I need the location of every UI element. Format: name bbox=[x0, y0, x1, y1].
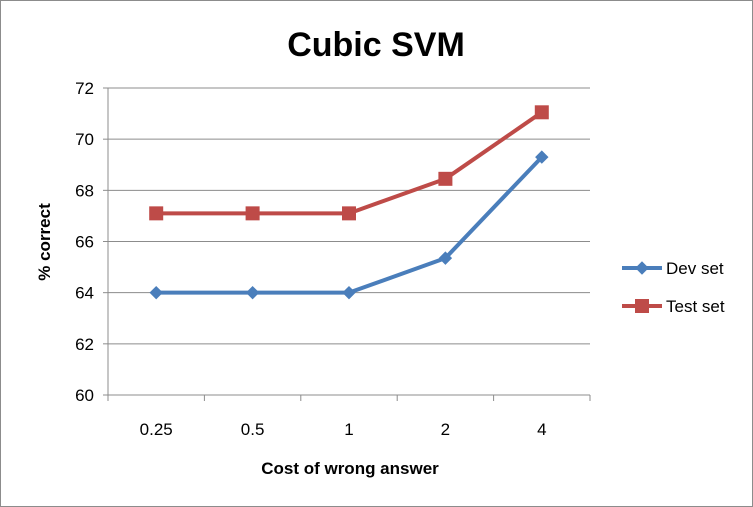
legend-entry: Dev set bbox=[622, 259, 724, 278]
data-point bbox=[149, 285, 163, 300]
data-point bbox=[245, 285, 260, 300]
data-point bbox=[534, 105, 549, 120]
legend: Dev set Test set bbox=[622, 259, 725, 316]
data-point bbox=[245, 206, 260, 221]
y-tick-label: 64 bbox=[75, 284, 94, 303]
x-tick-label: 0.5 bbox=[241, 420, 265, 439]
y-tick-label: 70 bbox=[75, 130, 94, 149]
series-test-set bbox=[149, 105, 549, 221]
x-axis-label: Cost of wrong answer bbox=[261, 459, 439, 478]
legend-label: Dev set bbox=[666, 259, 724, 278]
data-point bbox=[342, 206, 356, 221]
y-tick-labels: 60 62 64 66 68 70 72 bbox=[75, 79, 94, 405]
x-tick-label: 0.25 bbox=[140, 420, 173, 439]
y-tick-label: 62 bbox=[75, 335, 94, 354]
series-dev-set bbox=[149, 150, 549, 300]
gridlines bbox=[108, 87, 590, 396]
legend-marker bbox=[635, 299, 649, 313]
data-point bbox=[535, 150, 549, 164]
series-group bbox=[149, 105, 549, 300]
y-axis-label: % correct bbox=[35, 203, 54, 281]
data-point bbox=[149, 206, 164, 221]
x-tick-label: 2 bbox=[441, 420, 450, 439]
legend-entry: Test set bbox=[622, 297, 725, 316]
chart-title: Cubic SVM bbox=[287, 26, 465, 64]
series-line bbox=[156, 155, 544, 295]
axes bbox=[103, 87, 591, 401]
data-point bbox=[438, 251, 453, 265]
y-tick-label: 72 bbox=[75, 79, 94, 98]
y-tick-label: 68 bbox=[75, 181, 94, 200]
y-tick-label: 66 bbox=[75, 233, 94, 252]
series-line bbox=[156, 110, 543, 216]
legend-label: Test set bbox=[666, 297, 725, 316]
legend-marker bbox=[635, 261, 649, 275]
x-tick-labels: 0.25 0.5 1 2 4 bbox=[140, 420, 547, 439]
x-tick-label: 1 bbox=[344, 420, 353, 439]
y-tick-label: 60 bbox=[75, 386, 94, 405]
x-tick-label: 4 bbox=[537, 420, 546, 439]
data-point bbox=[342, 285, 356, 300]
data-point bbox=[438, 171, 453, 186]
